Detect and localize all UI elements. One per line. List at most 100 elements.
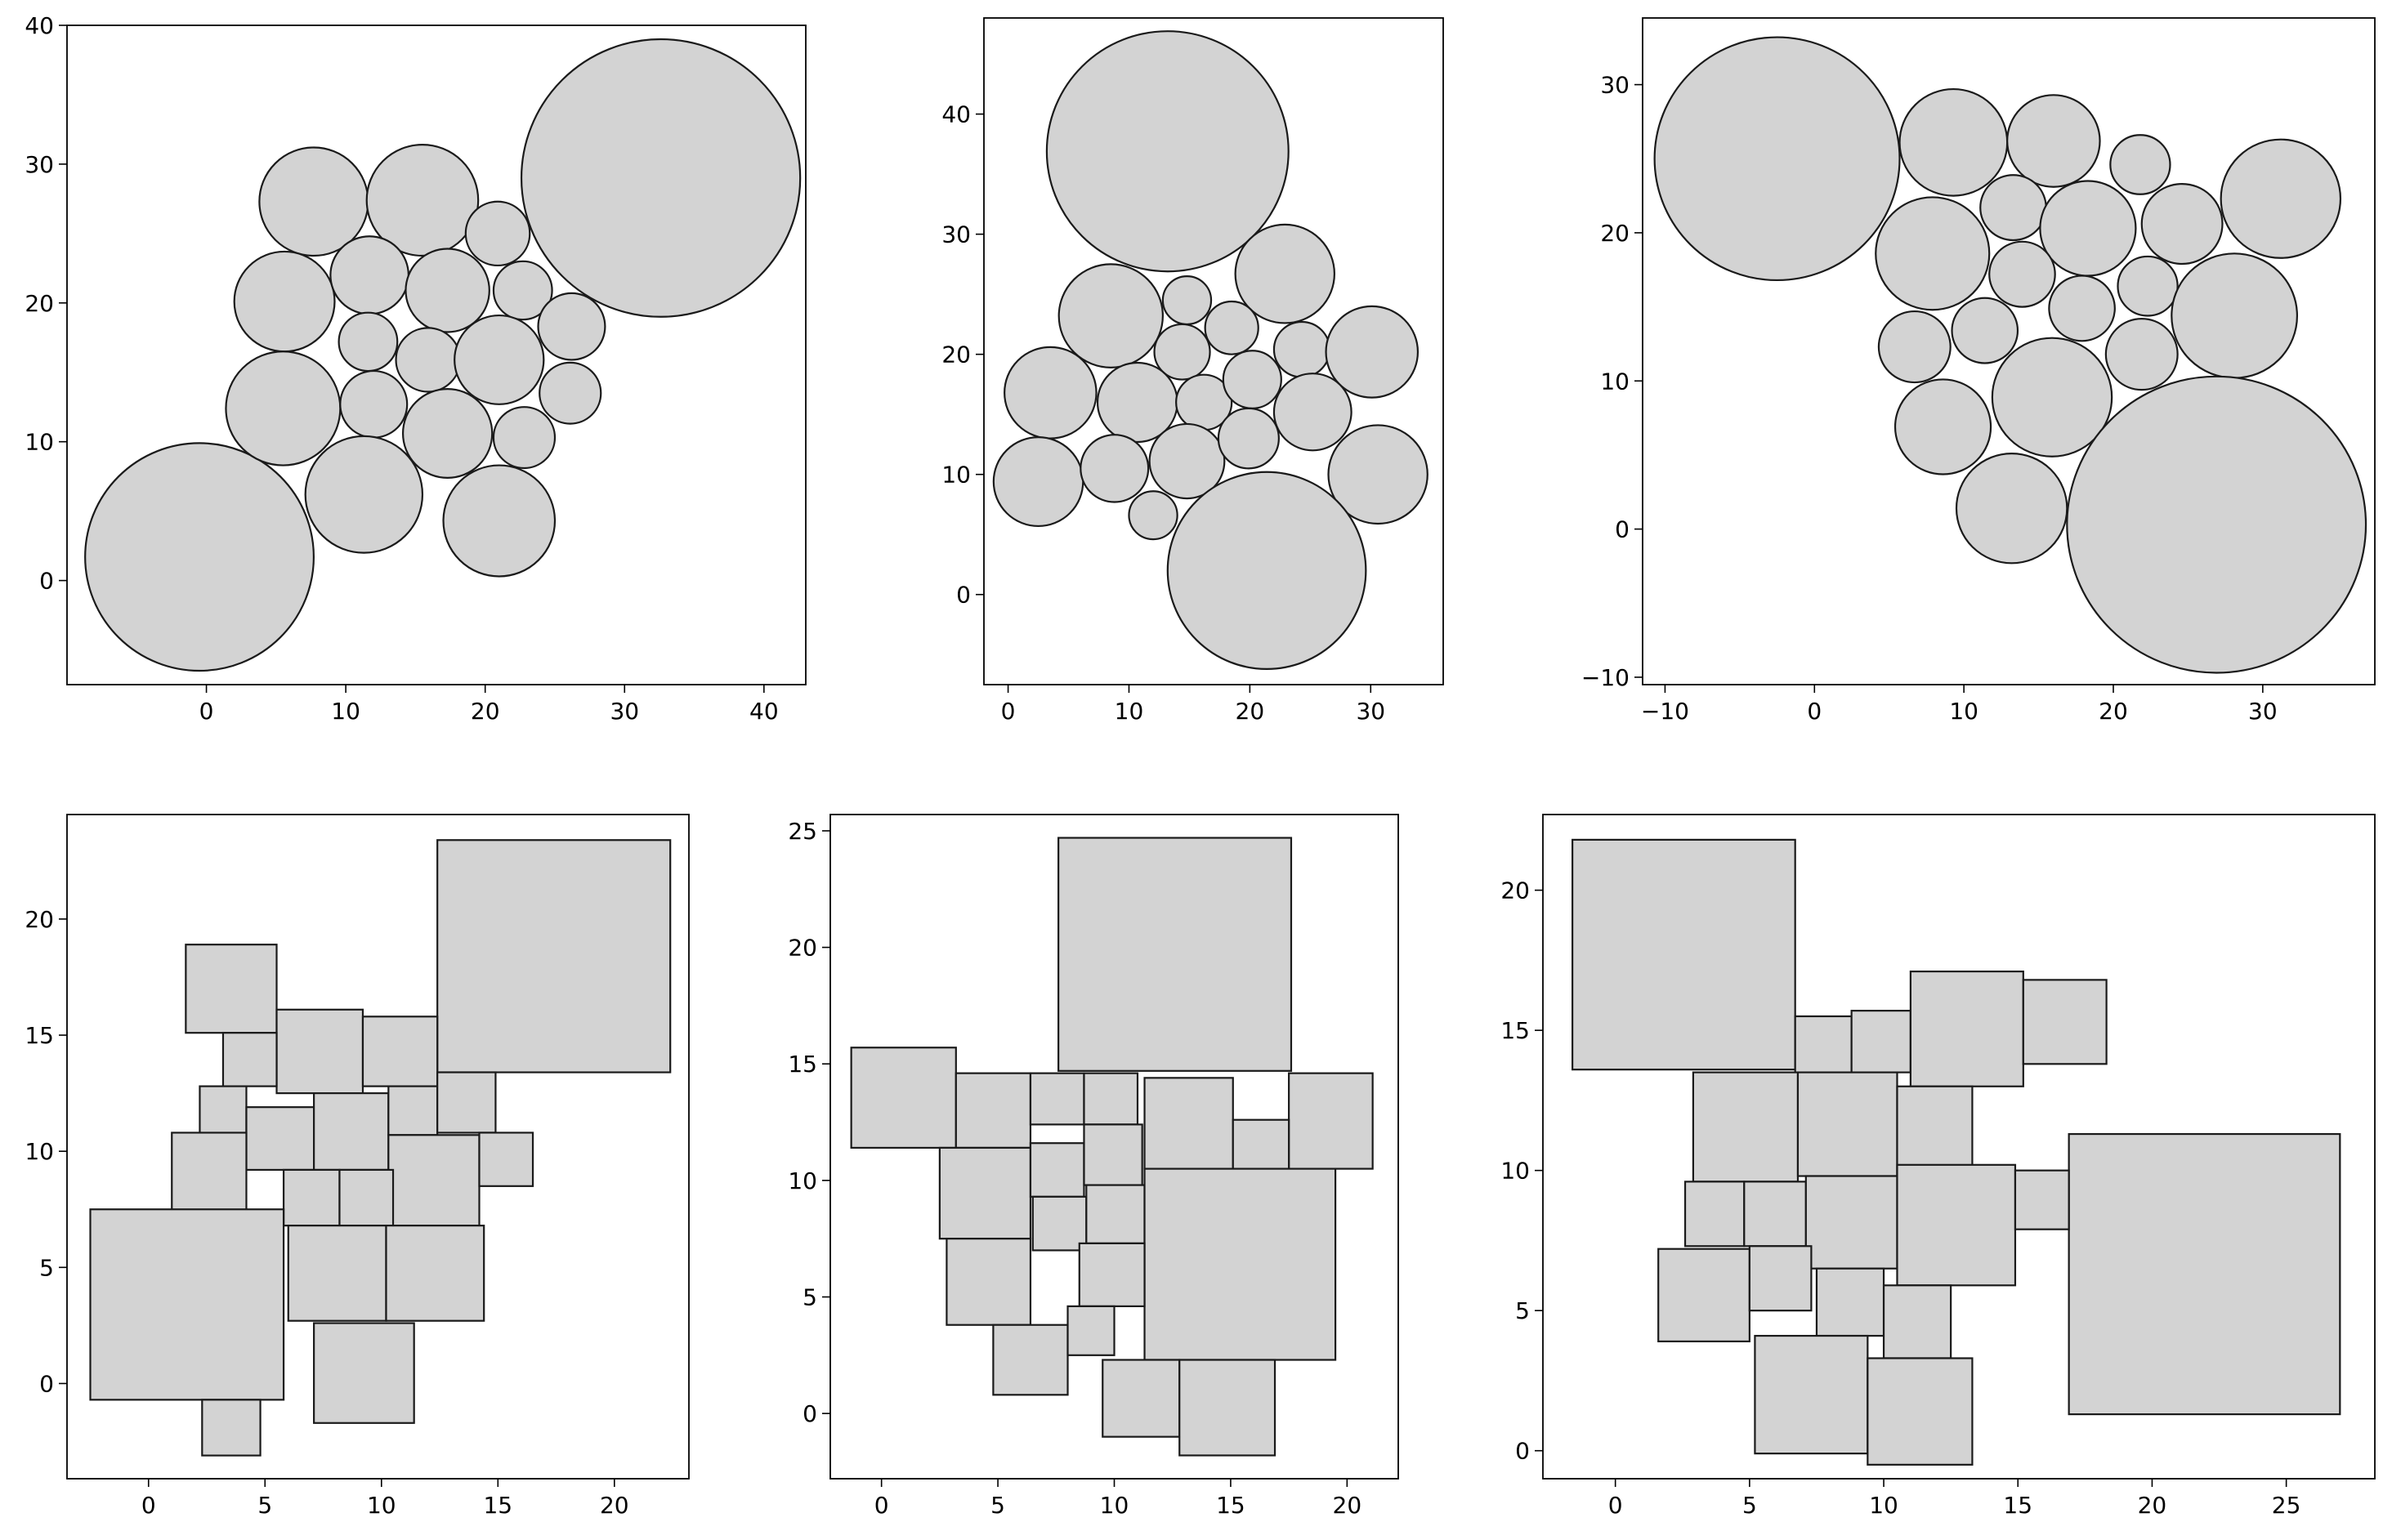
x-tick-label: 20 xyxy=(1333,1492,1362,1519)
circle-2 xyxy=(1234,223,1335,324)
x-tick-label: 10 xyxy=(367,1492,396,1519)
circle-14 xyxy=(992,436,1084,528)
circle-9 xyxy=(1875,196,1991,311)
circle-17 xyxy=(401,388,494,479)
rectangle-13 xyxy=(478,1132,534,1187)
rectangle-15 xyxy=(946,1238,1032,1326)
rectangle-10 xyxy=(436,1071,497,1134)
rectangle-16 xyxy=(1748,1245,1813,1312)
rectangle-4 xyxy=(1029,1072,1085,1126)
x-tick-label: 0 xyxy=(199,698,214,725)
chart-panel-5: 0 5 10 15 20 0 5 10 15 20 25 xyxy=(788,814,1399,1519)
rectangle-14 xyxy=(1143,1167,1337,1361)
rectangle-3 xyxy=(955,1072,1032,1149)
rectangle-15 xyxy=(1657,1248,1750,1343)
circle-12 xyxy=(2171,252,2299,379)
y-tick-label: 15 xyxy=(1500,1017,1530,1044)
circle-4 xyxy=(365,144,480,257)
y-tick-label: 20 xyxy=(941,341,971,368)
x-tick-label: 10 xyxy=(1869,1492,1898,1519)
x-tick-label: −10 xyxy=(1641,698,1689,725)
y-tick-label: 15 xyxy=(788,1051,817,1078)
rectangle-2 xyxy=(850,1047,957,1149)
rectangle-5 xyxy=(221,1032,278,1087)
rectangle-18 xyxy=(1066,1305,1116,1356)
rectangle-1 xyxy=(1057,837,1293,1072)
rectangle-20 xyxy=(1867,1357,1974,1466)
x-tick-label: 0 xyxy=(874,1492,889,1519)
circle-19 xyxy=(1128,490,1178,541)
axes-frame xyxy=(1642,17,2376,685)
rectangle-8 xyxy=(1232,1118,1290,1170)
x-tick-label: 5 xyxy=(990,1492,1005,1519)
rectangle-13 xyxy=(1896,1163,2017,1287)
plot-area xyxy=(1572,838,2341,1466)
rectangle-2 xyxy=(185,944,278,1034)
rectangle-6 xyxy=(1143,1077,1234,1170)
circle-13 xyxy=(454,314,545,405)
x-tick-label: 20 xyxy=(2138,1492,2167,1519)
circle-16 xyxy=(2104,318,2179,391)
circle-2 xyxy=(1898,87,2009,197)
circle-19 xyxy=(1955,453,2068,565)
circle-10 xyxy=(537,292,606,361)
circle-5 xyxy=(2220,138,2342,259)
circle-8 xyxy=(2140,182,2224,266)
chart-panel-2: 0 10 20 30 0 10 20 30 40 xyxy=(941,17,1444,725)
circle-7 xyxy=(329,235,409,315)
circle-17 xyxy=(1217,407,1280,470)
circle-4 xyxy=(1161,275,1213,326)
y-tick-label: 10 xyxy=(788,1167,817,1194)
circle-9 xyxy=(492,260,553,321)
axes-frame xyxy=(66,25,807,685)
circle-10 xyxy=(1988,240,2056,308)
y-tick-label: 10 xyxy=(25,429,54,456)
circle-20 xyxy=(442,464,557,578)
plot-area xyxy=(1653,36,2367,674)
rectangle-1 xyxy=(436,839,672,1074)
axes-frame xyxy=(1542,814,2376,1480)
y-tick-label: 0 xyxy=(1615,516,1630,543)
plot-area xyxy=(992,30,1428,670)
rectangle-8 xyxy=(313,1092,390,1172)
rectangle-20 xyxy=(201,1399,262,1457)
circle-11 xyxy=(2117,255,2179,317)
circle-7 xyxy=(2039,180,2137,277)
circle-1 xyxy=(1653,36,1901,282)
x-tick-label: 15 xyxy=(483,1492,512,1519)
rectangle-9 xyxy=(2068,1132,2341,1416)
circle-15 xyxy=(1080,434,1150,503)
rectangle-15 xyxy=(338,1168,395,1227)
y-tick-label: 10 xyxy=(1600,368,1630,395)
circle-6 xyxy=(1153,323,1211,381)
y-tick-label: 5 xyxy=(39,1254,54,1281)
circle-15 xyxy=(1877,310,1952,384)
rectangle-5 xyxy=(1083,1072,1139,1126)
x-tick-label: 0 xyxy=(1001,698,1016,725)
x-tick-label: 10 xyxy=(1115,698,1144,725)
rectangle-10 xyxy=(1683,1181,1746,1248)
y-tick-label: 10 xyxy=(1500,1158,1530,1185)
x-tick-label: 5 xyxy=(257,1492,272,1519)
rectangle-9 xyxy=(387,1085,439,1136)
circle-16 xyxy=(1148,422,1226,500)
circle-3 xyxy=(2006,94,2101,188)
y-tick-label: 30 xyxy=(1600,72,1630,99)
y-tick-label: 20 xyxy=(25,290,54,317)
chart-panel-1: 0 10 20 30 40 0 10 20 30 40 xyxy=(25,12,807,725)
rectangle-18 xyxy=(1882,1284,1952,1359)
rectangle-1 xyxy=(1572,838,1796,1071)
rectangle-17 xyxy=(1815,1267,1885,1337)
rectangle-12 xyxy=(387,1134,481,1227)
rectangle-3 xyxy=(275,1008,364,1095)
circle-20 xyxy=(2066,375,2367,674)
circle-15 xyxy=(339,369,409,439)
plot-area xyxy=(89,839,672,1457)
circle-18 xyxy=(1327,424,1428,525)
rectangle-9 xyxy=(938,1146,1032,1240)
x-tick-label: 20 xyxy=(471,698,500,725)
y-tick-label: 30 xyxy=(941,221,971,248)
y-tick-label: 0 xyxy=(1515,1438,1530,1465)
circle-5 xyxy=(464,200,531,267)
